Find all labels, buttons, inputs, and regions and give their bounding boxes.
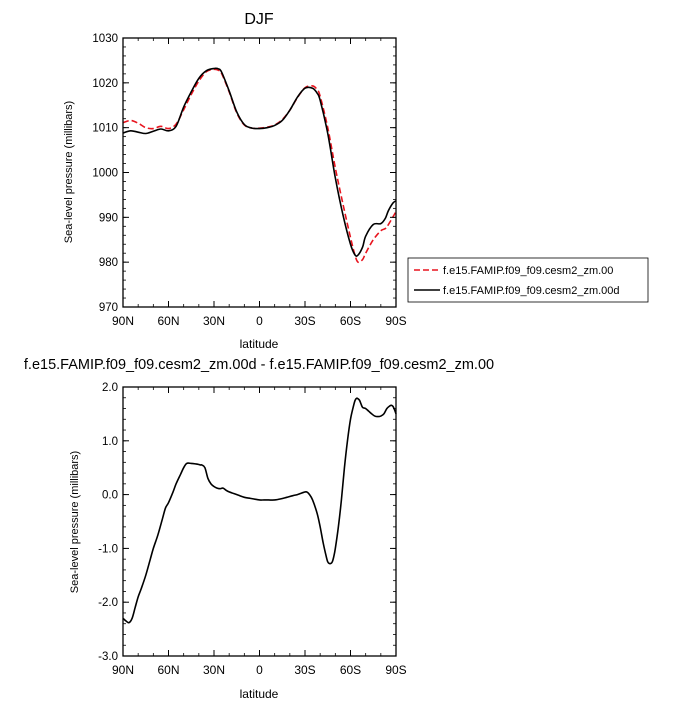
x-tick-label: 60N bbox=[157, 663, 179, 677]
x-tick-label: 30S bbox=[294, 314, 315, 328]
legend-label-series-00d: f.e15.FAMIP.f09_f09.cesm2_zm.00d bbox=[443, 285, 620, 297]
y-axis-label: Sea-level pressure (millibars) bbox=[69, 451, 81, 593]
x-tick-label: 30S bbox=[294, 663, 315, 677]
x-tick-label: 60S bbox=[340, 663, 361, 677]
y-tick-label: 1010 bbox=[92, 123, 118, 135]
series-line-0 bbox=[122, 397, 397, 624]
x-tick-label: 60S bbox=[340, 314, 361, 328]
y-tick-label: 980 bbox=[99, 257, 118, 269]
y-tick-label: -1.0 bbox=[98, 543, 118, 555]
difference-line-chart: f.e15.FAMIP.f09_f09.cesm2_zm.00d - f.e15… bbox=[24, 357, 494, 701]
y-axis-label: Sea-level pressure (millibars) bbox=[63, 101, 75, 243]
djf-line-chart: DJF 90N 60N 30N 0 30S 60S 90S 970 980 990 1000 101… bbox=[63, 11, 649, 351]
x-tick-label: 90S bbox=[385, 314, 406, 328]
y-tick-label: 1000 bbox=[92, 168, 118, 180]
y-tick-label: -2.0 bbox=[98, 597, 118, 609]
x-tick-label: 30N bbox=[203, 314, 225, 328]
x-tick-label: 90N bbox=[112, 663, 134, 677]
plot-frame bbox=[122, 37, 397, 308]
y-tick-label: 2.0 bbox=[102, 382, 118, 394]
y-tick-label: 1.0 bbox=[102, 436, 118, 448]
x-tick-label: 0 bbox=[256, 663, 263, 677]
x-tick-label: 90S bbox=[385, 663, 406, 677]
plot-frame bbox=[122, 386, 397, 657]
y-tick-label: 970 bbox=[99, 302, 118, 314]
legend: f.e15.FAMIP.f09_f09.cesm2_zm.00 f.e15.FA… bbox=[407, 257, 649, 303]
legend-label-series-00: f.e15.FAMIP.f09_f09.cesm2_zm.00 bbox=[443, 265, 613, 277]
y-tick-label: 1020 bbox=[92, 78, 118, 90]
x-tick-label: 30N bbox=[203, 663, 225, 677]
x-axis-label: latitude bbox=[240, 687, 279, 701]
legend-box bbox=[407, 257, 649, 303]
chart-title: f.e15.FAMIP.f09_f09.cesm2_zm.00d - f.e15… bbox=[24, 357, 494, 373]
series-line-0 bbox=[122, 68, 397, 264]
chart-title: DJF bbox=[244, 11, 274, 28]
y-tick-label: 990 bbox=[99, 212, 118, 224]
y-tick-label: 1030 bbox=[92, 33, 118, 45]
y-tick-label: 0.0 bbox=[102, 490, 118, 502]
x-tick-label: 90N bbox=[112, 314, 134, 328]
x-tick-label: 60N bbox=[157, 314, 179, 328]
y-tick-label: -3.0 bbox=[98, 651, 118, 663]
series-line-1 bbox=[122, 67, 397, 257]
x-tick-label: 0 bbox=[256, 314, 263, 328]
x-axis-label: latitude bbox=[240, 337, 279, 351]
